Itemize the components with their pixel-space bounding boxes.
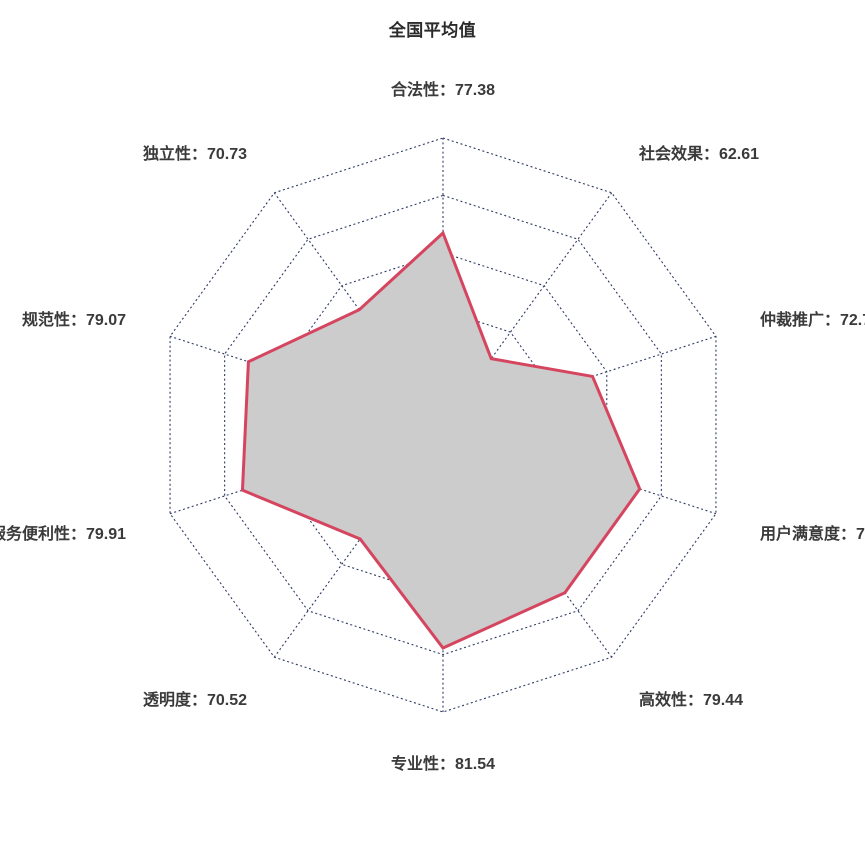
axis-label-du-li-xing: 独立性：70.73 [143, 146, 248, 163]
axis-label-gao-xiao-xing: 高效性：79.44 [639, 692, 744, 709]
axis-label-he-fa-xing: 合法性：77.38 [391, 82, 496, 99]
axis-label-zhuan-ye-xing: 专业性：81.54 [391, 756, 496, 773]
radar-data-polygon [240, 230, 642, 650]
axis-label-tou-ming-du: 透明度：70.52 [143, 692, 248, 709]
radar-grid-ring [169, 137, 717, 713]
axis-label-fu-wu-bian-li-xing: 服务便利性：79.91 [0, 526, 127, 543]
axis-label-zhong-cai-tui-guang: 仲裁推广：72.71 [760, 312, 865, 329]
radar-grid-ring [224, 194, 662, 656]
chart-title: 全国平均值 [388, 21, 477, 40]
axis-label-yong-hu-man-yi-du: 用户满意度：79.37 [760, 526, 865, 543]
axis-label-she-hui-xiao-guo: 社会效果：62.61 [639, 146, 760, 163]
axis-label-gui-fan-xing: 规范性：79.07 [22, 312, 127, 329]
